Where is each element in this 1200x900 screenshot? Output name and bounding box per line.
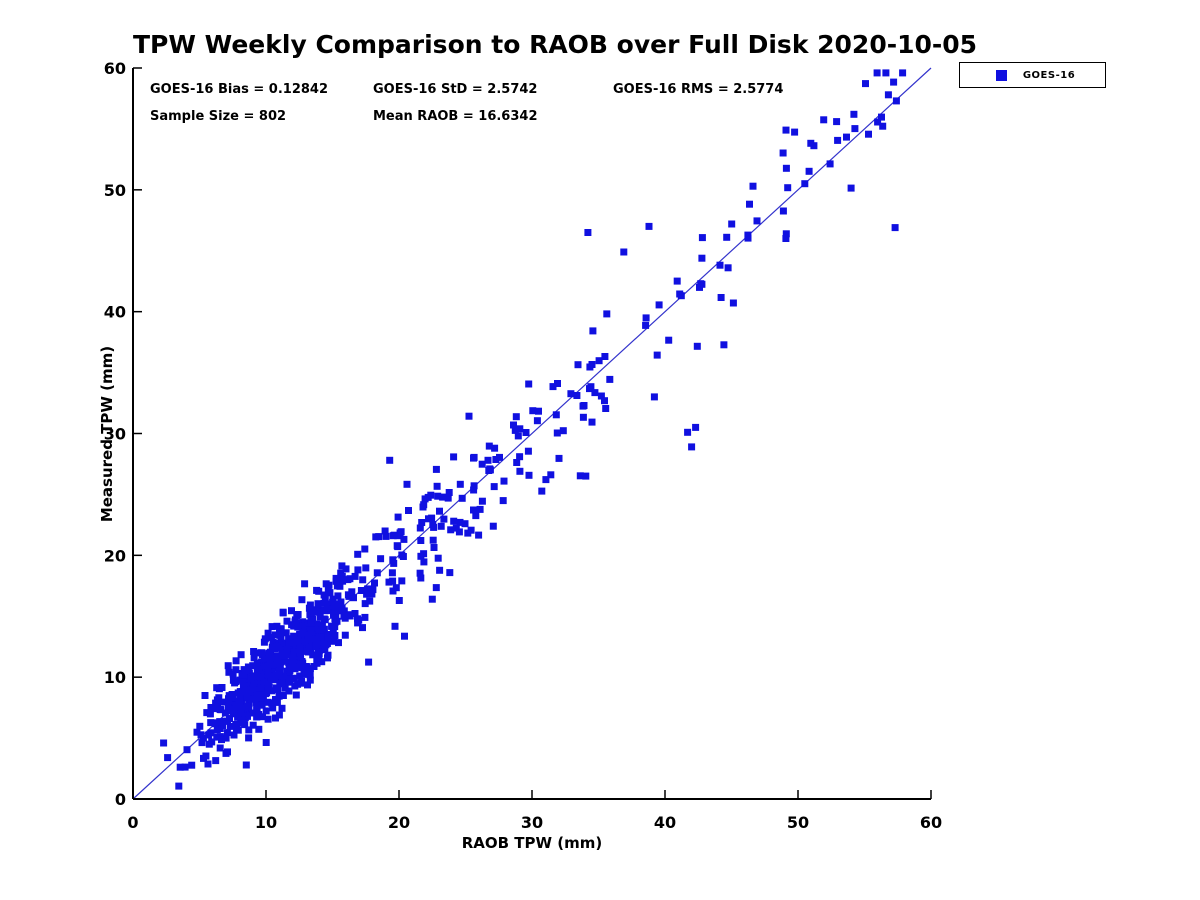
chart-title: TPW Weekly Comparison to RAOB over Full … bbox=[133, 30, 978, 59]
x-tick-label: 60 bbox=[920, 813, 942, 832]
y-tick-label: 10 bbox=[104, 668, 126, 687]
stat-mean-raob: Mean RAOB = 16.6342 bbox=[373, 109, 538, 124]
legend: GOES-16 bbox=[959, 62, 1106, 88]
stat-rms: GOES-16 RMS = 2.5774 bbox=[613, 82, 784, 97]
x-axis-label: RAOB TPW (mm) bbox=[461, 834, 603, 852]
legend-square-marker-icon bbox=[996, 69, 1007, 81]
y-tick-label: 0 bbox=[115, 790, 126, 809]
scatter-points-group bbox=[160, 69, 907, 790]
y-tick-label: 50 bbox=[104, 181, 126, 200]
x-tick-label: 40 bbox=[654, 813, 676, 832]
y-tick-label: 40 bbox=[104, 303, 126, 322]
stat-sample-size: Sample Size = 802 bbox=[150, 109, 287, 124]
y-tick-label: 20 bbox=[104, 546, 126, 565]
x-tick-label: 20 bbox=[388, 813, 410, 832]
x-tick-label: 50 bbox=[787, 813, 809, 832]
y-tick-label: 60 bbox=[104, 59, 126, 78]
stat-std: GOES-16 StD = 2.5742 bbox=[373, 82, 538, 97]
x-tick-label: 0 bbox=[127, 813, 138, 832]
x-tick-label: 10 bbox=[255, 813, 277, 832]
legend-label: GOES-16 bbox=[1022, 69, 1076, 81]
y-tick-label: 30 bbox=[104, 425, 126, 444]
y-axis-label: Measured TPW (mm) bbox=[98, 345, 116, 523]
stat-bias: GOES-16 Bias = 0.12842 bbox=[150, 82, 329, 97]
x-tick-label: 30 bbox=[521, 813, 543, 832]
